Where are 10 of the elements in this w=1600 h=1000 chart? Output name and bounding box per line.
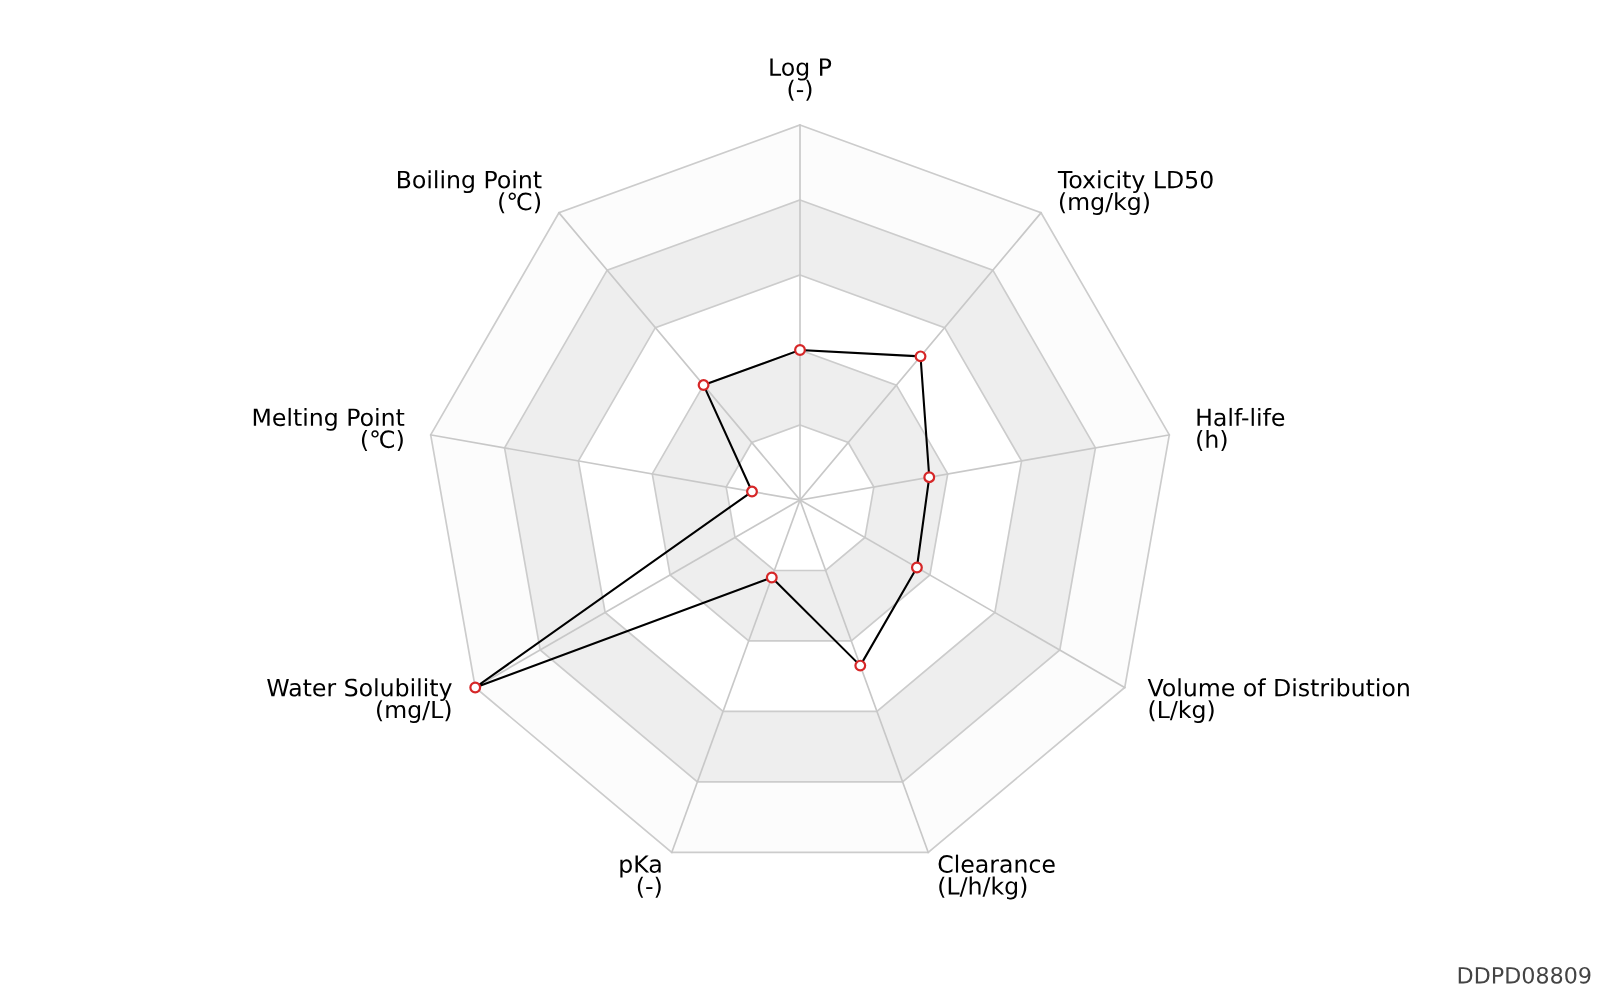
spoke-label: Volume of Distribution (L/kg) [1147, 678, 1409, 724]
text: DDPD08809 [1458, 966, 1591, 984]
spoke-label: Water Solubility (mg/L) [267, 678, 452, 724]
spoke-label: Clearance (L/h/kg) [938, 854, 1055, 900]
spoke-label: Melting Point (℃) [253, 407, 405, 451]
spoke-label: Log P (-) [770, 58, 832, 101]
spoke-label: Half-life (h) [1197, 407, 1285, 451]
spoke-label: Boiling Point (℃) [398, 170, 542, 214]
spoke-label: Toxicity LD50 (mg/kg) [1057, 170, 1213, 216]
spoke-label: pKa (-) [620, 855, 661, 898]
